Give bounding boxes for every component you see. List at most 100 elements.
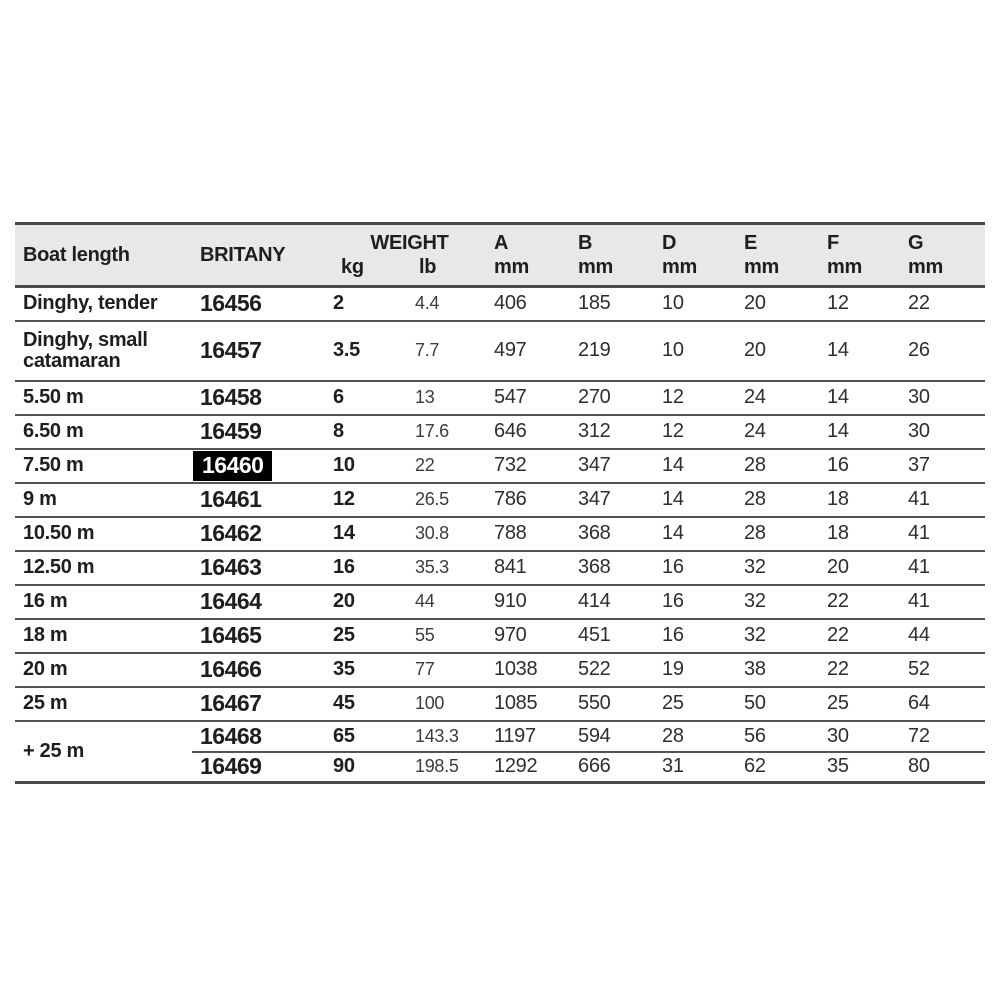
cell-dim-f: 25 [819, 686, 901, 722]
cell-dim-g: 41 [900, 584, 986, 620]
cell-boat-length: Dinghy, tender [15, 286, 192, 322]
cell-dim-e: 24 [736, 414, 820, 450]
header-row: Boat length BRITANY WEIGHT kg lb A mm B … [15, 223, 986, 288]
cell-catalog-number: 16465 [192, 618, 325, 654]
cell-catalog-number: 16458 [192, 380, 325, 416]
cell-dim-b: 550 [570, 686, 655, 722]
table-row: 6.50 m 16459 8 17.6 646 312 12 24 14 30 [15, 414, 986, 450]
cell-weight-kg: 90 [325, 751, 407, 784]
cell-weight-kg: 20 [325, 584, 407, 620]
cell-dim-d: 10 [654, 320, 737, 382]
cell-dim-g: 41 [900, 516, 986, 552]
cell-weight-lb: 22 [407, 448, 487, 484]
cell-boat-length: 25 m [15, 686, 192, 722]
cell-dim-b: 666 [570, 751, 655, 784]
cell-dim-e: 28 [736, 516, 820, 552]
cell-catalog-number: 16462 [192, 516, 325, 552]
highlighted-catalog-number: 16460 [193, 450, 273, 481]
cell-dim-b: 368 [570, 516, 655, 552]
cell-weight-kg: 10 [325, 448, 407, 484]
dim-letter: E [744, 232, 758, 254]
cell-dim-d: 12 [654, 414, 737, 450]
cell-weight-kg: 16 [325, 550, 407, 586]
cell-weight-lb: 198.5 [407, 751, 487, 784]
cell-boat-length: 7.50 m [15, 448, 192, 484]
dim-unit: mm [744, 256, 779, 278]
cell-boat-length: 5.50 m [15, 380, 192, 416]
cell-dim-g: 41 [900, 482, 986, 518]
cell-weight-kg: 45 [325, 686, 407, 722]
cell-dim-b: 414 [570, 584, 655, 620]
dim-unit: mm [662, 256, 697, 278]
header-boat-length: Boat length [15, 223, 192, 288]
cell-boat-length: Dinghy, small catamaran [15, 320, 192, 382]
cell-dim-g: 41 [900, 550, 986, 586]
cell-dim-a: 788 [486, 516, 571, 552]
cell-dim-d: 12 [654, 380, 737, 416]
anchor-spec-table: Boat length BRITANY WEIGHT kg lb A mm B … [15, 222, 986, 784]
header-dim-a: A mm [486, 223, 571, 288]
table-row: 12.50 m 16463 16 35.3 841 368 16 32 20 41 [15, 550, 986, 586]
cell-dim-f: 35 [819, 751, 901, 784]
cell-dim-e: 32 [736, 550, 820, 586]
cell-dim-g: 72 [900, 720, 986, 753]
dim-unit: mm [494, 256, 529, 278]
cell-dim-d: 31 [654, 751, 737, 784]
header-unit-lb: lb [419, 256, 437, 278]
cell-dim-b: 270 [570, 380, 655, 416]
cell-dim-a: 406 [486, 286, 571, 322]
cell-catalog-number: 16464 [192, 584, 325, 620]
cell-catalog-number: 16459 [192, 414, 325, 450]
cell-dim-g: 37 [900, 448, 986, 484]
cell-dim-d: 25 [654, 686, 737, 722]
cell-dim-d: 10 [654, 286, 737, 322]
cell-dim-d: 19 [654, 652, 737, 688]
cell-catalog-number: 16463 [192, 550, 325, 586]
cell-dim-a: 497 [486, 320, 571, 382]
cell-catalog-number: 16467 [192, 686, 325, 722]
cell-dim-g: 30 [900, 380, 986, 416]
cell-dim-f: 20 [819, 550, 901, 586]
dim-letter: F [827, 232, 839, 254]
cell-dim-g: 22 [900, 286, 986, 322]
cell-dim-a: 646 [486, 414, 571, 450]
cell-weight-kg: 65 [325, 720, 407, 753]
table-row: 20 m 16466 35 77 1038 522 19 38 22 52 [15, 652, 986, 688]
table-row: 7.50 m 16460 10 22 732 347 14 28 16 37 [15, 448, 986, 484]
cell-dim-a: 970 [486, 618, 571, 654]
spec-table-body: Dinghy, tender 16456 2 4.4 406 185 10 20 12 22 Din… [15, 286, 986, 784]
cell-dim-e: 32 [736, 618, 820, 654]
cell-weight-lb: 30.8 [407, 516, 487, 552]
cell-dim-g: 30 [900, 414, 986, 450]
cell-dim-f: 22 [819, 584, 901, 620]
cell-dim-f: 14 [819, 320, 901, 382]
cell-dim-a: 910 [486, 584, 571, 620]
cell-dim-g: 64 [900, 686, 986, 722]
cell-dim-b: 451 [570, 618, 655, 654]
dim-letter: D [662, 232, 677, 254]
dim-unit: mm [827, 256, 862, 278]
cell-weight-lb: 77 [407, 652, 487, 688]
header-dim-g: G mm [900, 223, 986, 288]
cell-weight-lb: 26.5 [407, 482, 487, 518]
cell-dim-f: 30 [819, 720, 901, 753]
table-row: 25 m 16467 45 100 1085 550 25 50 25 64 [15, 686, 986, 722]
cell-weight-lb: 55 [407, 618, 487, 654]
cell-dim-a: 1085 [486, 686, 571, 722]
cell-catalog-number: 16468 [192, 720, 325, 753]
cell-dim-g: 52 [900, 652, 986, 688]
cell-weight-lb: 100 [407, 686, 487, 722]
cell-catalog-number: 16466 [192, 652, 325, 688]
cell-dim-d: 14 [654, 448, 737, 484]
cell-dim-g: 26 [900, 320, 986, 382]
cell-catalog-number: 16460 [192, 448, 325, 484]
dim-unit: mm [908, 256, 943, 278]
cell-weight-kg: 35 [325, 652, 407, 688]
cell-dim-b: 185 [570, 286, 655, 322]
cell-weight-kg: 12 [325, 482, 407, 518]
cell-dim-b: 219 [570, 320, 655, 382]
cell-dim-g: 80 [900, 751, 986, 784]
cell-dim-e: 62 [736, 751, 820, 784]
cell-dim-d: 16 [654, 618, 737, 654]
cell-boat-length: + 25 m [15, 720, 192, 784]
